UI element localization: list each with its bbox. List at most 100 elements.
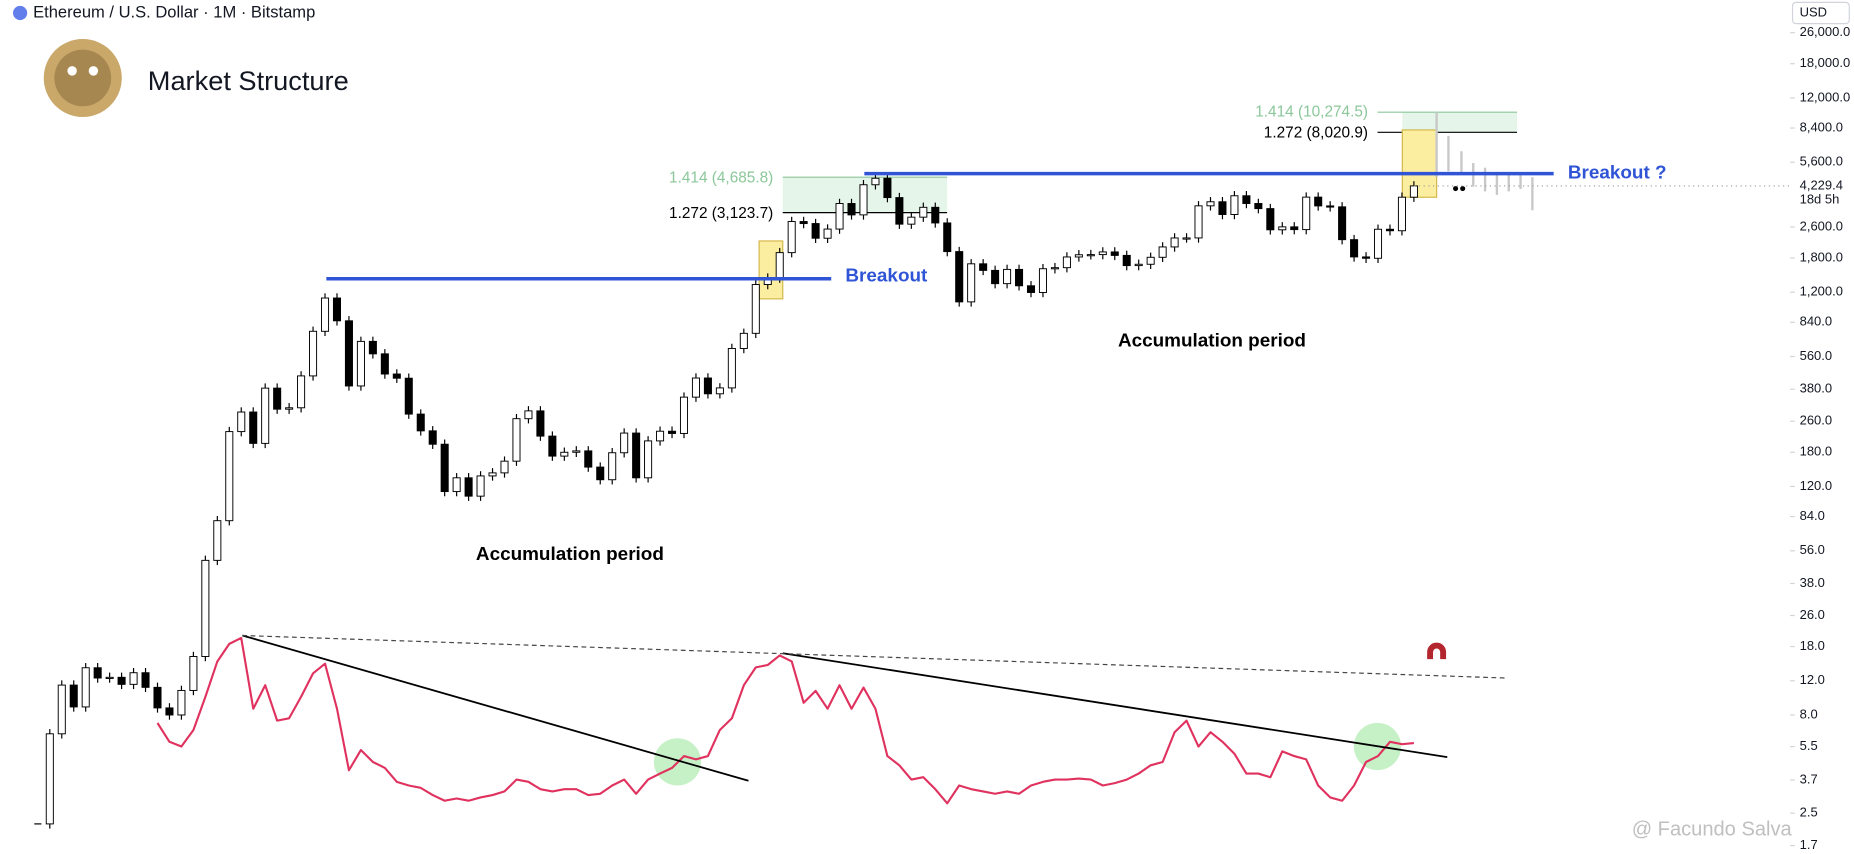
drawings-over: [242, 171, 1554, 782]
candle: [835, 203, 844, 230]
candle: [189, 656, 198, 691]
candle: [775, 252, 784, 279]
candle: [1182, 237, 1191, 240]
candle: [344, 320, 353, 387]
y-tick-label: 260.0: [1800, 413, 1833, 428]
candle: [380, 353, 389, 375]
y-tick-label: 3.7: [1800, 771, 1818, 786]
y-tick-label: 26,000.0: [1800, 24, 1851, 39]
y-tick-label: 380.0: [1800, 381, 1833, 396]
fib-label: 1.272 (8,020.9): [1264, 125, 1368, 142]
candle: [1242, 195, 1251, 204]
candle: [57, 684, 66, 735]
magnet-icon: [1427, 642, 1447, 660]
candle: [931, 206, 940, 224]
candle: [668, 430, 677, 434]
candle: [715, 387, 724, 395]
candle: [1302, 196, 1311, 231]
y-tick-label: 26.0: [1800, 607, 1825, 622]
candle: [1362, 256, 1371, 259]
candle: [991, 269, 1000, 285]
candle: [967, 263, 976, 303]
candle: [907, 216, 916, 225]
candle: [895, 197, 904, 225]
candle: [1026, 285, 1036, 293]
candle: [105, 676, 114, 679]
candle: [656, 430, 665, 442]
candle: [572, 450, 581, 453]
candle: [332, 297, 342, 322]
accumulation-label: Accumulation period: [1118, 330, 1306, 351]
candle: [584, 450, 593, 468]
drawings: ●●: [653, 111, 1534, 786]
candle: [811, 223, 820, 239]
candle: [847, 203, 856, 216]
candle: [1290, 226, 1299, 231]
candle: [1194, 205, 1203, 239]
y-tick-label: 8.0: [1800, 706, 1818, 721]
candle: [1230, 195, 1239, 215]
candle: [1122, 254, 1131, 267]
y-tick-label: 56.0: [1800, 542, 1825, 557]
candle: [500, 460, 509, 474]
candle: [476, 475, 485, 497]
candle: [1278, 226, 1287, 231]
candle: [34, 823, 42, 825]
candle: [309, 330, 318, 377]
candle: [1110, 251, 1119, 256]
countdown-label: 18d 5h: [1800, 192, 1840, 207]
y-tick-label: 840.0: [1800, 314, 1833, 329]
accumulation-label: Accumulation period: [476, 544, 664, 565]
candle: [249, 411, 258, 444]
candle: [1098, 251, 1107, 256]
candle: [285, 407, 294, 410]
candle: [141, 672, 150, 688]
candle: [1170, 237, 1179, 248]
y-tick-label: 2,600.0: [1800, 218, 1843, 233]
candle: [823, 228, 832, 239]
candle: [392, 373, 401, 379]
candle: [1314, 196, 1323, 207]
candle: [536, 410, 545, 437]
y-tick-label: 2.5: [1800, 805, 1818, 820]
candle: [1062, 256, 1071, 269]
currency-label[interactable]: USD: [1800, 4, 1827, 19]
candle: [1146, 256, 1155, 265]
candle: [703, 377, 712, 395]
watermark: @ Facundo Salva: [1632, 819, 1793, 841]
candle: [213, 520, 222, 561]
candle: [883, 177, 892, 199]
candle: [608, 452, 617, 481]
candle: [1050, 267, 1059, 270]
price-axis: 26,000.0 18,000.0 12,000.0 8,400.0 5,600.0 2,…: [1414, 24, 1850, 852]
candle: [596, 466, 605, 481]
candle: [488, 472, 497, 477]
y-tick-label: 180.0: [1800, 444, 1833, 459]
candle: [524, 410, 533, 420]
candle: [464, 477, 473, 497]
candle: [1206, 201, 1215, 207]
candle: [1038, 268, 1047, 293]
candle: [237, 411, 246, 433]
last-price-label: 4,229.4: [1800, 177, 1843, 192]
eyes-emoji: ●●: [1452, 181, 1466, 195]
currency-box[interactable]: [1791, 1, 1850, 25]
candle: [153, 686, 162, 709]
candle: [1350, 239, 1359, 258]
candle: [679, 396, 689, 434]
candles: [34, 173, 1418, 829]
highlight-box: [1401, 129, 1438, 198]
fib-label: 1.414 (4,685.8): [669, 169, 773, 186]
candle: [1326, 205, 1335, 208]
candle: [871, 177, 880, 186]
candle: [691, 377, 700, 398]
projection: [1435, 112, 1534, 211]
y-tick-label: 5,600.0: [1800, 154, 1843, 169]
symbol-icon: [13, 5, 28, 21]
breakout-label: Breakout ?: [1568, 163, 1667, 184]
y-tick-label: 120.0: [1800, 478, 1833, 493]
fib-label: 1.414 (10,274.5): [1255, 103, 1368, 120]
candle: [1015, 268, 1024, 287]
candle: [919, 206, 928, 218]
